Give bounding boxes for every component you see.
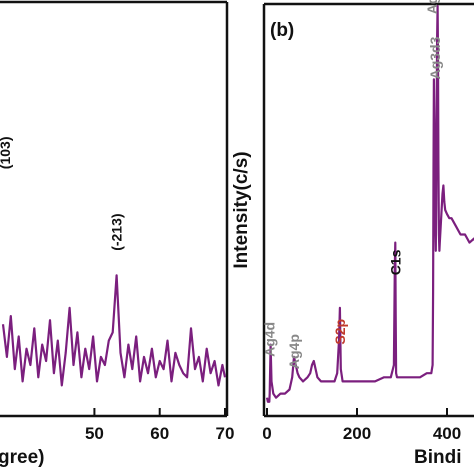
panel-a-x-axis-title: gree) <box>0 447 44 468</box>
panel-b-label: (b) <box>270 20 294 41</box>
panel-b-x-tick-label: 0 <box>262 424 271 443</box>
panel-a-x-tick-label: 70 <box>216 424 235 443</box>
panel-a-peak-label: (103) <box>0 137 13 170</box>
panel-b-peak-labels: Ag3d3 Ag3d5 C1s S2p Ag4d Ag4p <box>261 0 443 369</box>
panel-a: 50 60 70 (-213) (103) gree) <box>0 0 235 468</box>
panel-b: (b) Intensity(c/s) 0 200 400 Ag3d3 Ag3d5 C1s… <box>231 0 474 468</box>
panel-b-peak-label: Ag3d5 <box>424 0 440 14</box>
panel-b-x-axis-title: Bindi <box>414 447 462 468</box>
panel-b-peak-label: Ag4p <box>286 334 302 369</box>
panel-a-x-tick-label: 60 <box>150 424 169 443</box>
panel-a-series-line <box>1 274 227 387</box>
panel-b-series-line <box>265 4 474 403</box>
panel-b-peak-label: C1s <box>387 249 403 275</box>
panel-b-peak-label: Ag4d <box>261 322 277 357</box>
panel-a-peak-label: (-213) <box>109 213 125 250</box>
panel-a-peak-labels: (-213) (103) <box>0 137 125 251</box>
panel-b-x-tick-label: 200 <box>343 424 371 443</box>
panel-b-x-ticks: 0 200 400 <box>262 408 461 443</box>
panel-b-peak-label: Ag3d3 <box>427 36 443 79</box>
panel-a-x-ticks: 50 60 70 <box>85 408 235 443</box>
panel-b-peak-label: S2p <box>332 319 348 345</box>
panel-b-y-axis-title: Intensity(c/s) <box>231 151 252 268</box>
panel-b-x-tick-label: 400 <box>433 424 461 443</box>
panel-a-x-tick-label: 50 <box>85 424 104 443</box>
